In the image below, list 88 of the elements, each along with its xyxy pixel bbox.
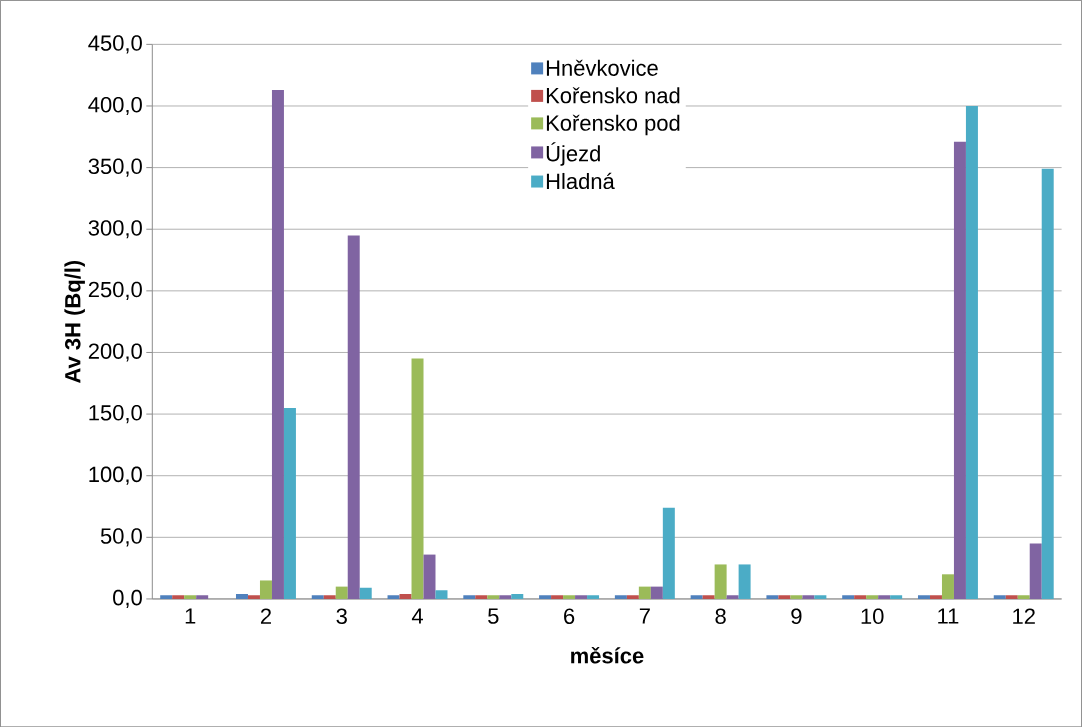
bar	[359, 587, 372, 599]
y-tick-label: 300,0	[88, 220, 142, 239]
bar	[1041, 168, 1054, 599]
x-tick-label: 1	[185, 608, 196, 624]
bar	[475, 595, 488, 599]
legend-label: Kořensko pod	[546, 114, 680, 136]
x-tick-label: 2	[260, 608, 271, 624]
bar	[953, 141, 966, 599]
y-tick-label: 200,0	[88, 343, 142, 362]
bar	[1029, 543, 1042, 599]
legend-label: Újezd	[546, 142, 600, 166]
x-tick-label: 12	[1013, 608, 1035, 624]
bar	[965, 105, 978, 599]
bar	[614, 595, 627, 599]
bar	[259, 580, 272, 599]
y-axis-title: Av 3H (Bq/l)	[64, 260, 85, 383]
bar	[662, 507, 675, 599]
x-tick-label: 8	[715, 608, 726, 624]
x-tick-label: 7	[639, 608, 650, 624]
bar	[539, 595, 552, 599]
legend-label: Hladná	[546, 172, 615, 189]
bar	[802, 595, 815, 599]
bar	[814, 595, 827, 599]
bar	[878, 595, 891, 599]
bar	[435, 590, 448, 599]
bar	[638, 586, 651, 599]
y-tick-label: 100,0	[89, 466, 142, 485]
bar	[790, 595, 803, 599]
bar	[575, 595, 588, 599]
bar	[399, 593, 412, 599]
bar	[387, 595, 400, 599]
bar	[463, 595, 476, 599]
x-axis-title: měsíce	[571, 646, 644, 664]
x-tick-label: 10	[861, 608, 884, 624]
x-tick-label: 4	[411, 608, 423, 624]
legend-label: Kořensko nad	[546, 87, 680, 104]
bar	[726, 595, 739, 599]
bar	[499, 595, 512, 599]
bar	[941, 574, 954, 599]
bar	[714, 564, 727, 599]
x-tick-label: 6	[564, 608, 575, 624]
bar	[283, 407, 296, 599]
bar	[587, 595, 600, 599]
y-tick-label: 450,0	[88, 35, 142, 54]
y-tick-label: 150,0	[89, 404, 142, 424]
y-tick-label: 50,0	[100, 528, 142, 547]
y-tick-label: 350,0	[88, 158, 142, 177]
bar	[323, 595, 336, 599]
y-tick-label: 250,0	[88, 281, 142, 300]
bar	[766, 595, 779, 599]
y-tick-label: 0,0	[113, 589, 142, 608]
bar	[993, 595, 1006, 599]
bar	[842, 595, 855, 599]
bar	[866, 595, 879, 599]
bar	[235, 593, 248, 599]
x-tick-label: 11	[938, 608, 959, 624]
bar	[335, 586, 348, 599]
bar	[778, 595, 791, 599]
bar	[890, 595, 903, 599]
bar	[917, 595, 930, 599]
bar	[411, 358, 424, 599]
bar	[650, 586, 663, 599]
bar	[738, 564, 751, 599]
bar	[854, 595, 867, 599]
bar	[196, 595, 209, 599]
bar	[551, 595, 564, 599]
bar	[271, 89, 284, 599]
bar	[347, 235, 360, 599]
bar	[702, 595, 715, 599]
bar	[487, 595, 500, 599]
bar	[929, 595, 942, 599]
bar	[311, 595, 324, 599]
bar	[1005, 595, 1018, 599]
bar	[184, 595, 197, 599]
bar	[690, 595, 703, 599]
bar	[247, 595, 260, 599]
legend-label: Hněvkovice	[546, 59, 658, 76]
y-tick-label: 400,0	[88, 96, 142, 115]
x-tick-label: 3	[336, 608, 347, 624]
bar	[511, 593, 524, 599]
bar	[626, 595, 639, 599]
bar	[1017, 595, 1030, 599]
x-tick-label: 5	[488, 608, 499, 624]
bar	[160, 595, 173, 599]
bar	[172, 595, 185, 599]
bar	[563, 595, 576, 599]
bar	[423, 554, 436, 599]
x-tick-label: 9	[791, 608, 802, 624]
